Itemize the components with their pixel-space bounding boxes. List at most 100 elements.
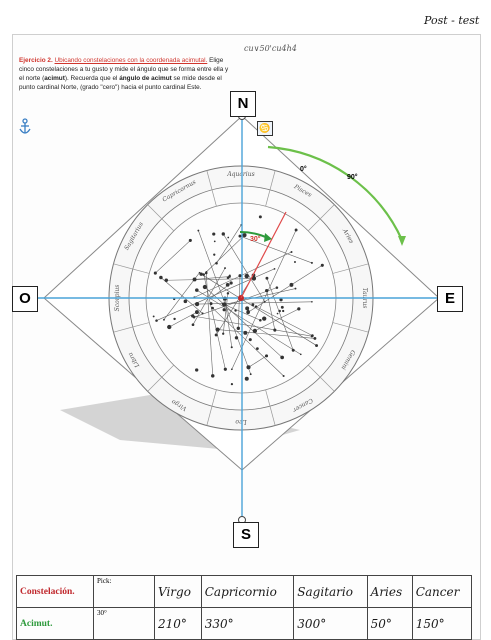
star: [195, 368, 199, 372]
constellation-cell[interactable]: Aries: [366, 575, 413, 608]
constellation-line: [266, 278, 294, 351]
star: [152, 315, 155, 318]
star: [273, 328, 277, 332]
star: [222, 308, 226, 312]
star: [297, 307, 301, 311]
star: [215, 327, 220, 332]
constellation-line: [254, 308, 299, 332]
constellation-cell[interactable]: Cancer: [411, 575, 473, 608]
star: [290, 251, 293, 254]
star: [192, 315, 196, 319]
constellation-line: [205, 272, 214, 376]
anchor-icon: [19, 118, 31, 134]
wheel-spokes: [113, 170, 369, 426]
constellation-line: [266, 290, 276, 331]
quadrant-arc: [267, 145, 403, 241]
constellation-line: [206, 234, 245, 273]
exercise-intro: Ubicando constelaciones con la coordenad…: [54, 57, 208, 64]
answer-table: Constelación. Pick: Virgo Capricornio Sa…: [16, 575, 473, 640]
star: [311, 334, 314, 337]
star: [265, 354, 269, 358]
wheel-label: Aquarius: [226, 171, 254, 178]
star: [199, 272, 203, 276]
star: [202, 273, 205, 276]
exercise-text-3: se mide desde el punto cardinal Norte, (…: [19, 75, 222, 91]
ninety-degree-label: 90°: [347, 174, 358, 181]
azimuth-cell[interactable]: 300°: [293, 607, 368, 640]
star: [282, 309, 285, 313]
star: [282, 374, 285, 377]
star: [230, 346, 233, 349]
constellation-line: [212, 307, 284, 377]
azimuth-label: Acimut.: [16, 607, 94, 640]
star: [273, 267, 276, 270]
wheel-spoke: [332, 263, 369, 274]
star: [167, 324, 172, 330]
star: [234, 309, 237, 312]
star: [238, 234, 242, 238]
wheel-spoke: [113, 263, 150, 274]
star: [163, 318, 165, 321]
star: [224, 267, 226, 270]
arc-arrowhead: [398, 236, 406, 246]
constellation-line: [216, 224, 242, 264]
constellation-cell[interactable]: Virgo: [154, 575, 202, 608]
star: [213, 253, 216, 256]
star: [195, 288, 199, 292]
pick-header: Pick:: [93, 575, 155, 608]
wheel-spoke: [206, 170, 217, 207]
star: [294, 261, 296, 263]
constellation-label: Constelación.: [16, 575, 94, 608]
star: [313, 336, 317, 340]
star: [222, 332, 225, 335]
star: [230, 383, 234, 386]
star: [204, 271, 208, 275]
azimuth-cell[interactable]: 150°: [411, 607, 473, 640]
star: [228, 274, 231, 277]
south-card: S: [233, 522, 259, 548]
star: [310, 261, 313, 264]
star: [280, 305, 284, 309]
constellation-line: [155, 240, 191, 274]
constellation-cell[interactable]: Capricornio: [200, 575, 295, 608]
header-code: cu∨50'cu4h4: [244, 44, 297, 53]
star: [242, 233, 247, 238]
star: [276, 312, 279, 315]
star: [155, 319, 158, 322]
constellation-line: [192, 267, 226, 325]
constellation-line: [193, 287, 277, 318]
star: [245, 306, 250, 311]
star: [222, 302, 227, 307]
wheel-spoke: [307, 204, 335, 232]
azimuth-cell[interactable]: 330°: [200, 607, 295, 640]
wheel-spoke: [332, 322, 369, 333]
star: [211, 306, 214, 310]
star: [215, 261, 218, 265]
north-card: N: [230, 91, 256, 117]
star: [252, 328, 258, 334]
star: [223, 367, 227, 371]
star: [229, 281, 233, 285]
constellation-line: [217, 329, 315, 339]
constellation-line: [224, 298, 233, 348]
exercise-title: Ejercicio 2.: [19, 57, 53, 64]
constellation-cell[interactable]: Sagitario: [293, 575, 368, 608]
star: [249, 373, 252, 376]
star: [259, 318, 262, 322]
star: [213, 240, 216, 243]
star: [153, 271, 157, 275]
star: [265, 276, 269, 280]
star: [256, 347, 259, 350]
pick-value: 30°: [93, 607, 155, 640]
azimuth-cell[interactable]: 50°: [366, 607, 413, 640]
azimuth-cell[interactable]: 210°: [154, 607, 202, 640]
star: [278, 309, 281, 313]
constellation-line: [248, 355, 267, 368]
star: [258, 215, 262, 219]
star: [280, 355, 285, 360]
constellation-row: Constelación. Pick: Virgo Capricornio Sa…: [16, 575, 473, 608]
constellation-line: [160, 277, 203, 314]
constellation-line: [192, 315, 312, 337]
cancer-symbol-box: ♋: [257, 121, 273, 136]
azimuth-row: Acimut. 30° 210° 330° 300° 50° 150°: [16, 607, 473, 640]
